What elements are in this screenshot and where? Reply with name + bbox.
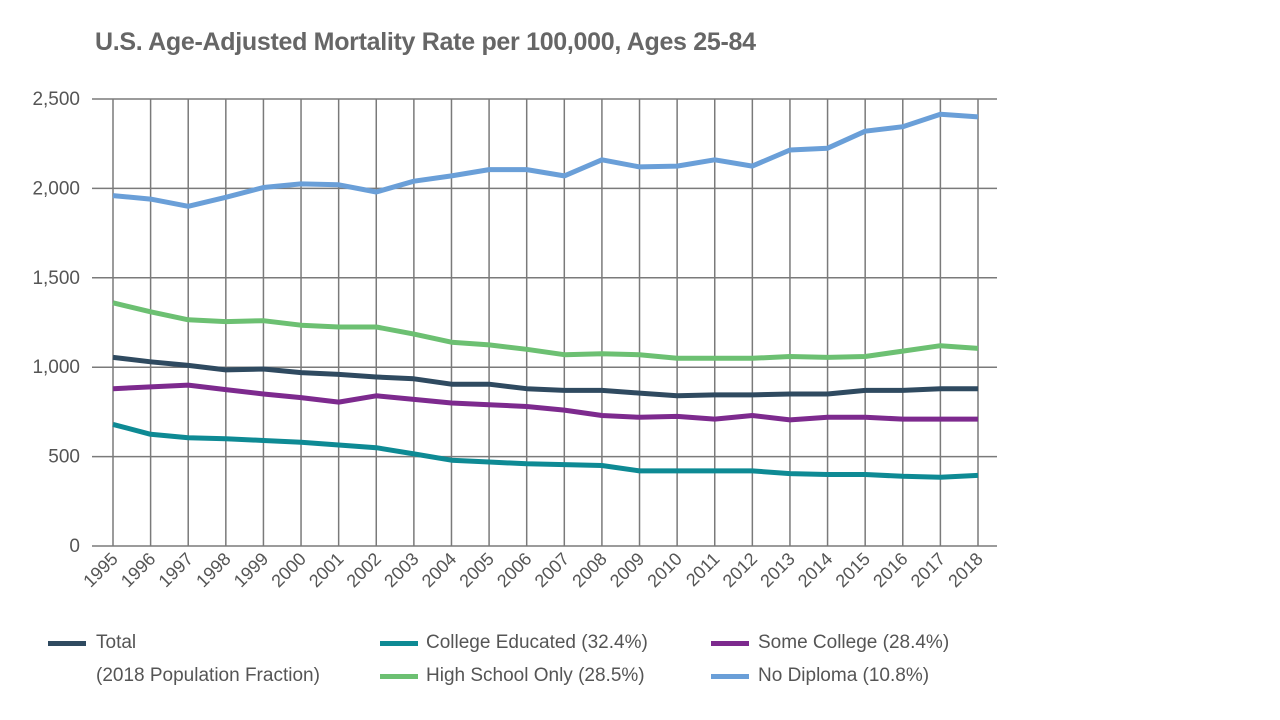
legend-note: (2018 Population Fraction) [96,665,320,686]
x-tick-label: 2002 [343,549,385,591]
legend-swatch-no-diploma [711,674,749,679]
x-tick-label: 1996 [117,549,159,591]
series-line-no [112,111,979,209]
y-tick-label: 2,500 [32,89,80,110]
legend-swatch-total [48,641,86,646]
y-tick-label: 500 [48,447,80,468]
x-tick-label: 2005 [455,549,497,591]
x-tick-label: 2011 [682,549,724,591]
y-tick-label: 2,000 [32,178,80,199]
x-tick-label: 2004 [418,549,460,591]
legend-label-some-college: Some College (28.4%) [758,632,950,653]
series-line-some [112,382,978,423]
x-tick-label: 2014 [794,549,836,591]
legend-label-no-diploma: No Diploma (10.8%) [758,665,930,686]
series-line-total [112,354,978,399]
legend-label-college: College Educated (32.4%) [426,632,648,653]
x-tick-label: 2001 [305,549,347,591]
legend-label-high-school: High School Only (28.5%) [426,665,645,686]
x-tick-label: 2017 [907,549,949,591]
series-line-high [112,300,979,361]
x-tick-label: 1997 [155,549,197,591]
x-tick-label: 2009 [606,549,648,591]
x-tick-label: 2007 [531,549,573,591]
y-tick-label: 0 [69,536,80,557]
x-tick-label: 2003 [380,549,422,591]
legend-label-total: Total [96,632,137,653]
x-tick-label: 1998 [192,549,234,591]
x-tick-label: 2016 [869,549,911,591]
x-tick-label: 2006 [493,549,535,591]
x-tick-label: 2015 [832,549,874,591]
x-tick-label: 2000 [267,549,309,591]
legend-swatch-high-school [380,674,418,679]
y-tick-label: 1,500 [32,268,80,289]
legend-swatch-college [380,641,418,646]
x-tick-label: 1995 [79,549,121,591]
series-line-college [112,421,979,480]
x-tick-label: 2012 [719,549,761,591]
x-tick-label: 2008 [568,549,610,591]
x-tick-label: 2013 [756,549,798,591]
x-tick-label: 2010 [643,549,685,591]
y-tick-label: 1,000 [32,357,80,378]
x-tick-label: 1999 [230,549,272,591]
x-tick-label: 2018 [944,549,986,591]
legend-swatch-some-college [711,641,749,646]
chart-title: U.S. Age-Adjusted Mortality Rate per 100… [95,28,756,56]
